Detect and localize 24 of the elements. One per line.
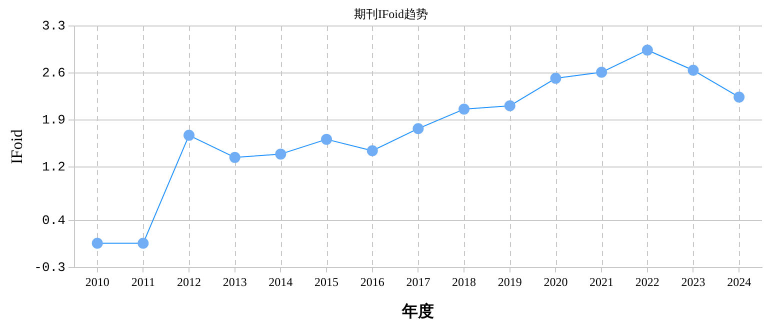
y-axis-title: IFoid: [8, 129, 26, 164]
y-tick-label: 2.6: [42, 65, 66, 80]
x-tick-label: 2015: [314, 274, 339, 289]
x-tick-label: 2024: [727, 274, 752, 289]
x-tick-label: 2010: [85, 274, 110, 289]
x-tick-label: 2017: [406, 274, 430, 289]
x-tick-label: 2013: [222, 274, 247, 289]
x-tick-label: 2011: [131, 274, 155, 289]
y-tick-label: 0.4: [42, 212, 66, 228]
x-tick-label: 2018: [452, 274, 476, 289]
y-tick-label: -0.3: [34, 260, 66, 275]
y-tick-label: 3.3: [42, 18, 66, 34]
x-tick-label: 2012: [177, 274, 202, 289]
x-tick-label: 2023: [681, 274, 706, 289]
chart-title: 期刊IFoid趋势: [354, 7, 428, 21]
x-tick-label: 2019: [498, 274, 522, 289]
x-tick-label: 2021: [590, 274, 614, 289]
x-tick-label: 2022: [635, 274, 660, 289]
x-tick-label: 2020: [544, 274, 568, 289]
x-axis-title: 年度: [401, 302, 434, 321]
y-tick-label: 1.2: [42, 159, 66, 174]
x-tick-label: 2014: [268, 274, 293, 289]
x-tick-label: 2016: [360, 274, 384, 289]
y-tick-label: 1.9: [42, 112, 66, 128]
